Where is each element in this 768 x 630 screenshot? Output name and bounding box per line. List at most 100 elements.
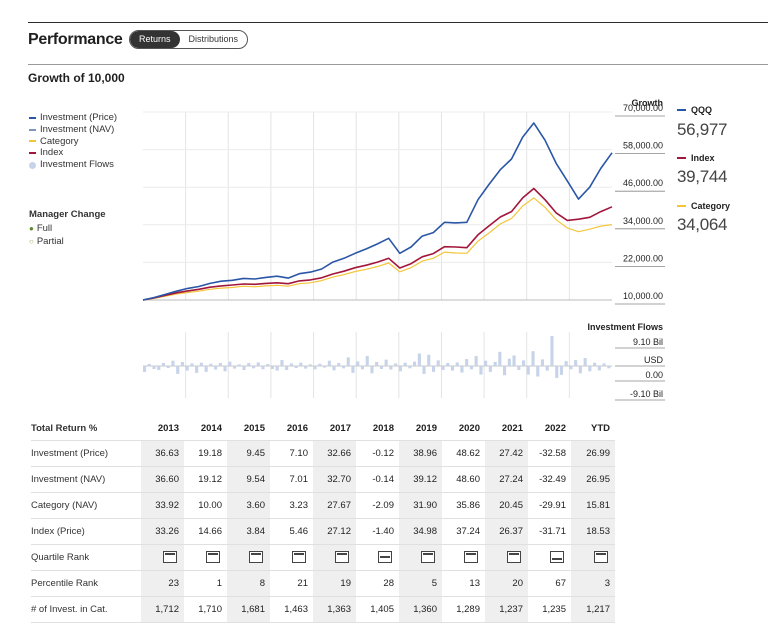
flow-bar <box>228 361 232 366</box>
legend-dot-icon <box>29 161 36 169</box>
flow-bar <box>308 364 312 366</box>
quartile-cell <box>571 544 615 571</box>
manager-change-partial: ○ Partial <box>29 236 64 247</box>
flow-bar <box>199 362 203 366</box>
flow-bar <box>427 354 431 366</box>
flow-bar <box>555 366 559 378</box>
flow-bar <box>351 366 355 373</box>
quartile-cell <box>270 544 313 571</box>
legend-label: Investment (NAV) <box>40 123 115 135</box>
y-axis-title: Growth <box>632 98 664 108</box>
flow-bar <box>384 359 388 366</box>
year-header: 2019 <box>399 418 442 441</box>
legend-item-investment-flows[interactable]: Investment Flows <box>29 159 117 171</box>
legend-item-category[interactable]: Category <box>29 136 117 148</box>
series-line-index <box>142 187 613 301</box>
legend-line-icon <box>29 116 36 119</box>
quartile-rank-marker <box>466 553 476 555</box>
table-cell: 1,710 <box>184 596 227 623</box>
quartile-rank-marker <box>596 553 606 555</box>
flow-bar <box>166 366 170 368</box>
quartile-rank-marker <box>165 553 175 555</box>
row-label: Investment (NAV) <box>31 466 141 493</box>
quartile-rank-marker <box>552 558 562 560</box>
chart-legend: Investment (Price) Investment (NAV) Cate… <box>29 112 117 171</box>
quartile-rank-icon <box>292 551 306 563</box>
side-value-category: 34,064 <box>677 215 728 234</box>
y-tick-label: 58,000.00 <box>623 141 663 151</box>
table-cell: -2.09 <box>356 492 399 519</box>
flow-bar <box>593 362 597 366</box>
flow-bar <box>441 366 445 370</box>
y-tick-label: 10,000.00 <box>623 291 663 301</box>
tab-distributions[interactable]: Distributions <box>188 34 239 44</box>
quartile-rank-marker <box>208 553 218 555</box>
flow-bar <box>526 366 530 375</box>
quartile-rank-icon <box>507 551 521 563</box>
side-value-index: 39,744 <box>677 167 728 186</box>
table-cell: 3.84 <box>227 518 270 545</box>
series-line-icon <box>677 157 686 159</box>
table-cell: 27.12 <box>313 518 356 545</box>
flow-bar <box>578 366 582 374</box>
legend-item-index[interactable]: Index <box>29 147 117 159</box>
manager-change-full: ● Full <box>29 223 52 234</box>
page-title: Performance <box>28 31 123 48</box>
table-cell: 9.45 <box>227 440 270 467</box>
quartile-cell <box>528 544 571 571</box>
flow-bar <box>266 364 270 366</box>
table-cell: -1.40 <box>356 518 399 545</box>
table-cell: 7.10 <box>270 440 313 467</box>
flow-bar <box>531 351 535 366</box>
table-cell: 5.46 <box>270 518 313 545</box>
quartile-rank-icon <box>464 551 478 563</box>
table-cell: 37.24 <box>442 518 485 545</box>
legend-item-investment-price[interactable]: Investment (Price) <box>29 112 117 124</box>
flow-bar <box>550 336 554 366</box>
table-cell: 38.96 <box>399 440 442 467</box>
quartile-row: Quartile Rank <box>31 544 615 571</box>
flow-bar <box>432 366 436 372</box>
table-cell: 48.60 <box>442 466 485 493</box>
flow-tick-label: 0.00 <box>645 370 663 380</box>
flow-bar <box>484 360 488 366</box>
quartile-cell <box>227 544 270 571</box>
flow-bar <box>346 357 350 366</box>
legend-label: Index <box>40 147 64 159</box>
flow-bar <box>233 366 237 369</box>
side-label-index: Index <box>677 153 715 163</box>
table-cell: 19.12 <box>184 466 227 493</box>
flow-bar <box>242 366 246 370</box>
table-cell: 21 <box>270 570 313 597</box>
quartile-rank-icon <box>163 551 177 563</box>
flow-bar <box>285 366 289 370</box>
tab-returns[interactable]: Returns <box>130 31 180 48</box>
table-cell: 14.66 <box>184 518 227 545</box>
quartile-rank-marker <box>337 553 347 555</box>
table-cell: 1,217 <box>571 596 615 623</box>
flow-bar <box>171 360 175 366</box>
flow-bar <box>370 366 374 374</box>
flow-bar <box>313 366 317 370</box>
quartile-rank-icon <box>378 551 392 563</box>
flow-bar <box>157 366 161 370</box>
flow-bar <box>252 366 256 369</box>
table-cell: 9.54 <box>227 466 270 493</box>
table-row: Investment (NAV) 36.60 19.12 9.54 7.01 3… <box>31 466 615 493</box>
flow-bar <box>597 366 601 371</box>
returns-table: Total Return % 2013 2014 2015 2016 2017 … <box>31 418 615 623</box>
flow-bar <box>237 364 241 366</box>
table-cell: 67 <box>528 570 571 597</box>
row-label: Percentile Rank <box>31 570 141 597</box>
table-cell: 19 <box>313 570 356 597</box>
y-tick-label: 46,000.00 <box>623 178 663 188</box>
quartile-cell <box>141 544 184 571</box>
flow-bar <box>294 366 298 368</box>
flow-bar <box>204 366 208 372</box>
flow-bar <box>479 366 483 375</box>
flow-bar <box>460 366 464 373</box>
legend-item-investment-nav[interactable]: Investment (NAV) <box>29 124 117 136</box>
flow-bar <box>342 366 346 369</box>
legend-label: Investment (Price) <box>40 112 118 123</box>
table-cell: 10.00 <box>184 492 227 519</box>
